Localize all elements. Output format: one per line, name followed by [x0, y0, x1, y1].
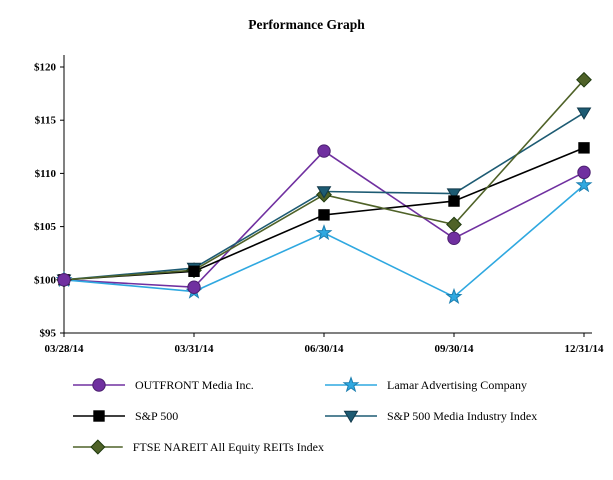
legend-marker-triangle-down-icon — [325, 410, 377, 424]
legend-marker-circle-icon — [73, 378, 125, 392]
series-marker-circle-icon — [317, 144, 331, 158]
legend-label: S&P 500 Media Industry Index — [387, 408, 538, 423]
x-axis-tick-label: 06/30/14 — [304, 343, 344, 355]
y-axis-tick-label: $105 — [34, 221, 57, 233]
series-marker-circle-icon — [187, 280, 201, 294]
x-axis-tick-label: 12/31/14 — [564, 343, 604, 355]
chart-title: Performance Graph — [248, 17, 365, 32]
legend-item: FTSE NAREIT All Equity REITs Index — [72, 438, 324, 456]
y-axis-tick-label: $115 — [35, 115, 57, 127]
legend-item: Lamar Advertising Company — [324, 376, 613, 394]
x-axis-tick-label: 03/28/14 — [44, 343, 84, 355]
series-marker-triangle-down-icon — [576, 107, 592, 120]
series-marker-triangle-down-icon — [316, 186, 332, 199]
series-marker-square-icon — [448, 195, 460, 207]
series-marker-star-icon — [445, 287, 463, 305]
chart-legend: OUTFRONT Media Inc. Lamar Advertising Com… — [72, 376, 613, 456]
series-marker-star-icon — [315, 224, 333, 241]
series-marker-triangle-down-icon — [446, 188, 462, 201]
x-axis-tick-label: 03/31/14 — [174, 343, 214, 355]
series-marker-square-icon — [318, 209, 330, 221]
y-axis-tick-label: $100 — [34, 274, 57, 286]
legend-item: S&P 500 — [72, 407, 324, 425]
series-marker-diamond-icon — [576, 71, 592, 88]
series-marker-circle-icon — [57, 273, 71, 287]
y-axis-tick-label: $95 — [40, 328, 57, 340]
legend-item: OUTFRONT Media Inc. — [72, 376, 324, 394]
y-axis-tick-label: $120 — [34, 62, 57, 74]
legend-item: S&P 500 Media Industry Index — [324, 407, 613, 425]
series-marker-star-icon — [575, 176, 593, 193]
legend-label: OUTFRONT Media Inc. — [135, 377, 254, 392]
series-marker-circle-icon — [447, 231, 461, 246]
series-marker-square-icon — [188, 265, 200, 277]
y-axis-tick-label: $110 — [35, 168, 57, 180]
legend-label: S&P 500 — [135, 408, 179, 423]
performance-chart: $95 $100 $105 $110 $115 $120 03/28/14 03/31/14 0… — [34, 55, 604, 355]
legend-label: FTSE NAREIT All Equity REITs Index — [132, 439, 324, 454]
series-marker-square-icon — [578, 142, 590, 154]
legend-label: Lamar Advertising Company — [387, 377, 527, 392]
legend-marker-square-icon — [73, 410, 125, 422]
series-marker-circle-icon — [577, 165, 591, 180]
legend-marker-star-icon — [325, 376, 377, 393]
x-axis-tick-label: 09/30/14 — [434, 343, 474, 355]
legend-marker-diamond-icon — [72, 439, 123, 455]
